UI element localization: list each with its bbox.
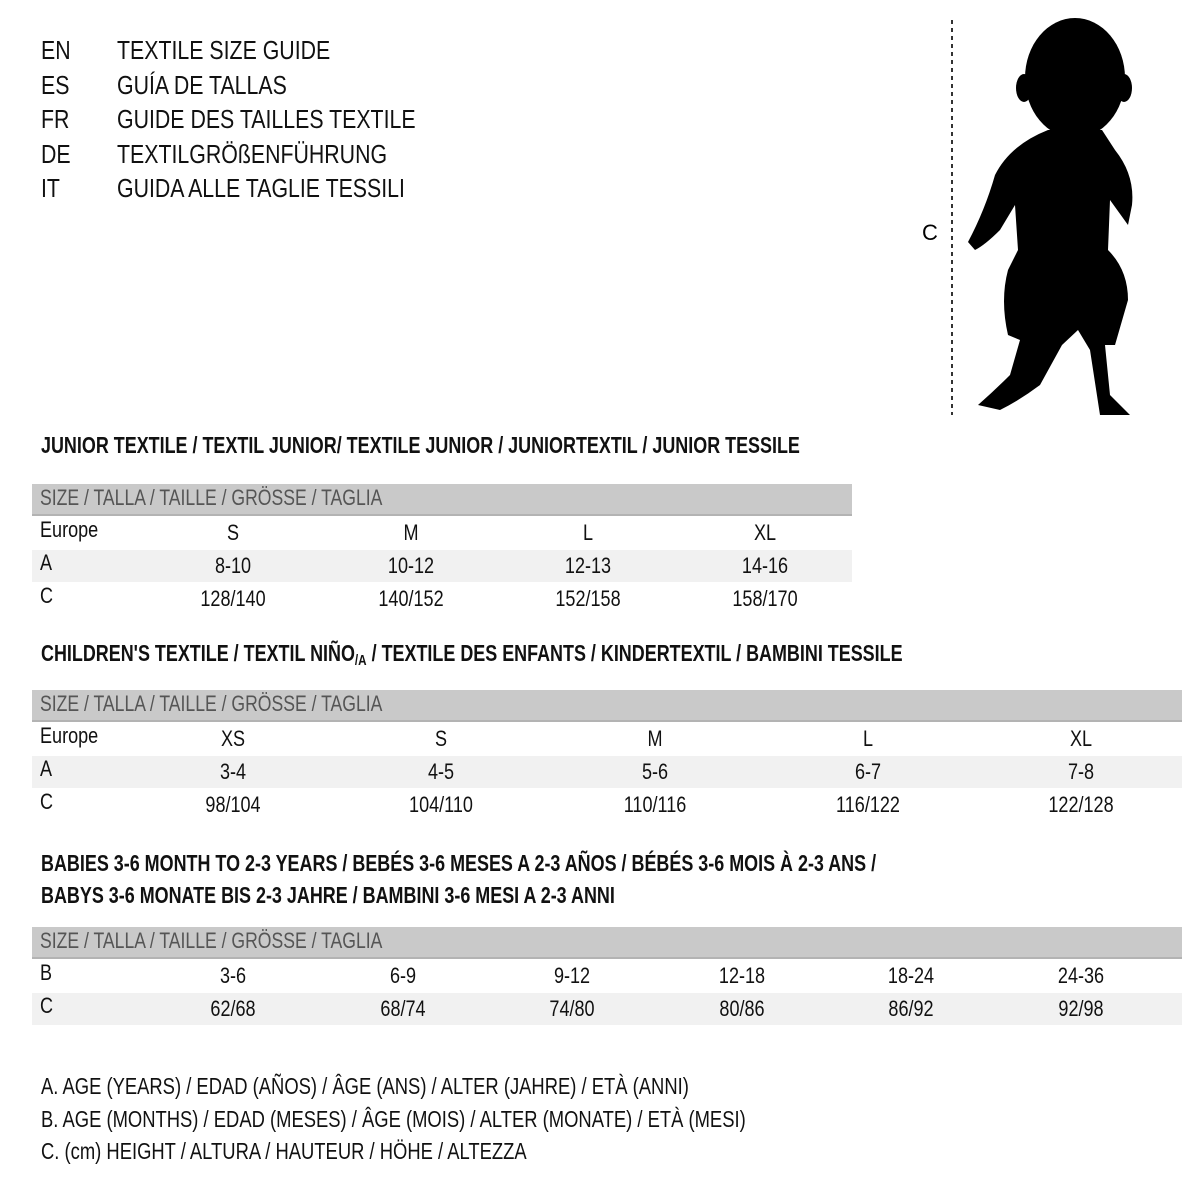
table-cell: 4-5 [427,759,455,784]
row-label: Europe [40,517,99,542]
table-cell: 6-7 [854,759,882,784]
legend-c: C. (cm) HEIGHT / ALTURA / HAUTEUR / HÖHE… [41,1138,527,1164]
table-row: A 8-10 10-12 12-13 14-16 [32,550,852,582]
table-cell: XL [753,520,777,545]
table-cell: 3-4 [219,759,247,784]
table-cell: 158/170 [732,586,798,611]
size-header-bar: SIZE / TALLA / TAILLE / GRÖSSE / TAGLIA [32,484,852,516]
table-cell: 68/74 [380,996,426,1021]
table-cell: 10-12 [387,553,435,578]
size-header-bar: SIZE / TALLA / TAILLE / GRÖSSE / TAGLIA [32,927,1182,959]
table-cell: XS [220,726,246,751]
child-silhouette-figure: C [922,18,1133,415]
table-cell: 18-24 [887,963,935,988]
table-row: B 3-6 6-9 9-12 12-18 18-24 24-36 [32,960,1182,992]
guide-title: GUÍA DE TALLAS [117,69,287,100]
lang-code: IT [41,173,60,203]
height-measure-label: C [922,220,938,245]
children-title-main: CHILDREN'S TEXTILE / TEXTIL NIÑO [41,640,355,666]
table-row: C 98/104 104/110 110/116 116/122 122/128 [32,789,1182,821]
table-cell: 74/80 [549,996,595,1021]
table-cell: S [226,520,240,545]
lang-code: FR [41,104,70,134]
table-cell: 12-18 [718,963,766,988]
size-header-label: SIZE / TALLA / TAILLE / GRÖSSE / TAGLIA [40,691,383,716]
size-header-label: SIZE / TALLA / TAILLE / GRÖSSE / TAGLIA [40,485,383,510]
table-cell: 86/92 [888,996,934,1021]
junior-section-title: JUNIOR TEXTILE / TEXTIL JUNIOR/ TEXTILE … [41,432,800,458]
table-cell: 92/98 [1058,996,1104,1021]
table-cell: 8-10 [214,553,252,578]
row-label: C [40,789,54,814]
table-row: A 3-4 4-5 5-6 6-7 7-8 [32,756,1182,788]
table-row: C 128/140 140/152 152/158 158/170 [32,583,852,615]
table-cell: M [403,520,419,545]
table-cell: 14-16 [741,553,789,578]
table-cell: XL [1069,726,1093,751]
table-cell: 110/116 [623,792,687,817]
table-cell: 9-12 [553,963,591,988]
lang-code: DE [41,138,71,169]
table-cell: 80/86 [719,996,765,1021]
size-header-bar: SIZE / TALLA / TAILLE / GRÖSSE / TAGLIA [32,690,1182,722]
table-cell: 6-9 [389,963,417,988]
table-cell: 152/158 [555,586,621,611]
legend-a: A. AGE (YEARS) / EDAD (AÑOS) / ÂGE (ANS)… [41,1073,689,1099]
table-cell: 12-13 [564,553,612,578]
table-cell: 7-8 [1067,759,1095,784]
table-cell: 62/68 [210,996,256,1021]
table-cell: 116/122 [836,792,900,817]
table-cell: 98/104 [205,792,261,817]
babies-section-title-line1: BABIES 3-6 MONTH TO 2-3 YEARS / BEBÉS 3-… [41,850,877,876]
table-cell: 122/128 [1048,792,1114,817]
table-cell: L [862,726,874,751]
lang-code: ES [41,69,70,100]
guide-title: GUIDE DES TAILLES TEXTILE [117,104,416,134]
table-row: Europe XS S M L XL [32,723,1182,755]
size-header-label: SIZE / TALLA / TAILLE / GRÖSSE / TAGLIA [40,928,383,953]
lang-code: EN [41,35,71,65]
row-label: A [40,550,53,575]
children-title-subscript: /A [354,652,367,669]
children-section-title: CHILDREN'S TEXTILE / TEXTIL NIÑO/A / TEX… [41,640,903,669]
guide-title: GUIDA ALLE TAGLIE TESSILI [117,173,405,203]
children-title-rest: / TEXTILE DES ENFANTS / KINDERTEXTIL / B… [366,640,903,666]
legend-b: B. AGE (MONTHS) / EDAD (MESES) / ÂGE (MO… [41,1106,746,1132]
table-cell: 140/152 [378,586,444,611]
row-label: C [40,583,54,608]
guide-title: TEXTILGRÖßENFÜHRUNG [117,138,388,169]
table-cell: 5-6 [641,759,669,784]
table-cell: M [647,726,663,751]
table-cell: 104/110 [409,792,473,817]
table-cell: S [434,726,448,751]
child-silhouette-icon [968,18,1133,415]
row-label: A [40,756,53,781]
table-cell: 128/140 [200,586,266,611]
guide-title: TEXTILE SIZE GUIDE [117,35,331,65]
table-cell: 3-6 [219,963,247,988]
row-label: B [40,960,53,985]
table-cell: L [582,520,594,545]
row-label: C [40,993,54,1018]
babies-section-title-line2: BABYS 3-6 MONATE BIS 2-3 JAHRE / BAMBINI… [41,882,615,908]
table-cell: 24-36 [1057,963,1105,988]
table-row: C 62/68 68/74 74/80 80/86 86/92 92/98 [32,993,1182,1025]
table-row: Europe S M L XL [32,517,852,549]
row-label: Europe [40,723,99,748]
